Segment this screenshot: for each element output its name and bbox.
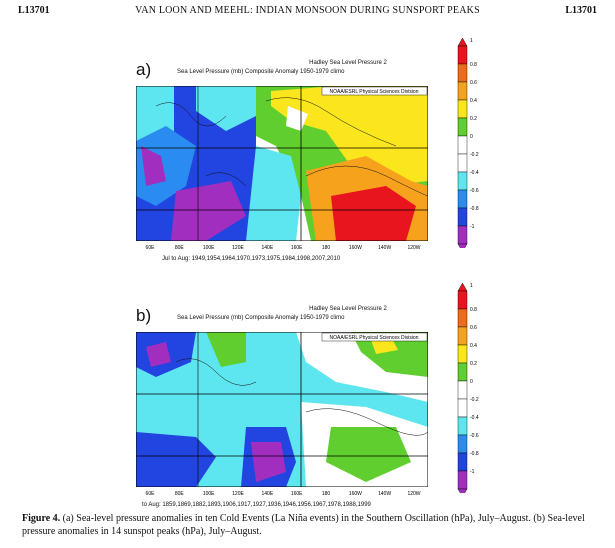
colorbar-label: 0.6 [470, 325, 477, 331]
years-caption: to Aug: 1859,1869,1882,1893,1906,1917,19… [142, 502, 371, 508]
lon-tick-label: 140W [378, 491, 391, 497]
colorbar-segment [457, 290, 468, 310]
lon-tick-label: 180 [322, 491, 331, 497]
colorbar-segment [457, 135, 468, 155]
colorbar-a: 1 0.8 0.6 0.4 0.2 0 -0.2 -0.4 -0.6 -0.8 -1 [457, 38, 479, 248]
colorbar-label: -1 [470, 224, 475, 230]
page-id-right: L13701 [565, 5, 597, 16]
colorbar-label: -0.8 [470, 206, 479, 212]
colorbar-segment [457, 81, 468, 101]
colorbar-label: 0.8 [470, 307, 477, 313]
lon-tick-label: 140E [261, 245, 273, 251]
figure-caption: Figure 4. (a) Sea-level pressure anomali… [22, 512, 597, 538]
map-credit: NOAA/ESRL Physical Sciences Division [329, 89, 418, 95]
colorbar-segment [457, 326, 468, 346]
lon-tick-label: 80E [175, 491, 185, 497]
colorbar-b: 1 0.8 0.6 0.4 0.2 0 -0.2 -0.4 -0.6 -0.8 -1 [457, 283, 479, 493]
colorbar-segment [457, 380, 468, 400]
colorbar-segment [457, 308, 468, 328]
figure-caption-text: (a) Sea-level pressure anomalies in ten … [22, 513, 585, 537]
colorbar-label: 0.6 [470, 80, 477, 86]
colorbar-segment [457, 189, 468, 209]
lon-tick-label: 100E [203, 245, 215, 251]
running-header: VAN LOON AND MEEHL: INDIAN MONSOON DURIN… [135, 5, 480, 16]
colorbar-segment [457, 225, 468, 245]
colorbar-label: -0.2 [470, 152, 479, 158]
panel-title: Hadley Sea Level Pressure 2 [309, 60, 387, 66]
colorbar-label: -1 [470, 469, 475, 475]
figure-label: Figure 4. [22, 513, 61, 524]
colorbar-segment [457, 171, 468, 191]
colorbar-label: 1 [470, 38, 473, 44]
colorbar-label: 1 [470, 283, 473, 289]
colorbar-segment [457, 45, 468, 65]
colorbar-segment [457, 434, 468, 454]
colorbar-label: 0 [470, 379, 473, 385]
colorbar-segment [457, 416, 468, 436]
colorbar-segment [457, 63, 468, 83]
years-caption: Jul to Aug: 1949,1954,1964,1970,1973,197… [162, 256, 341, 262]
lon-tick-label: 160E [291, 491, 303, 497]
panel-b: b) Hadley Sea Level Pressure 2 Sea Level… [132, 280, 612, 508]
colorbar-segment [457, 99, 468, 119]
colorbar-segment [457, 452, 468, 472]
colorbar-label: -0.8 [470, 451, 479, 457]
colorbar-label: -0.2 [470, 397, 479, 403]
sea-level-pressure-map: NOAA/ESRL Physical Sciences Division [136, 332, 428, 487]
colorbar-label: -0.6 [470, 188, 479, 194]
lon-tick-label: 120W [407, 245, 420, 251]
lon-tick-label: 100E [203, 491, 215, 497]
panel-subtitle: Sea Level Pressure (mb) Composite Anomal… [177, 69, 345, 75]
colorbar-arrow-bottom [457, 243, 468, 248]
colorbar-label: 0.8 [470, 62, 477, 68]
colorbar-label: -0.4 [470, 170, 479, 176]
lon-axis: 60E 80E 100E 120E 140E 160E 180 160W 140W 120W [146, 491, 421, 497]
colorbar-label: -0.4 [470, 415, 479, 421]
lon-tick-label: 120E [232, 491, 244, 497]
page-id-left: L13701 [18, 5, 50, 16]
colorbar-label: 0 [470, 134, 473, 140]
colorbar-label: 0.4 [470, 343, 477, 349]
colorbar-arrow-top [457, 283, 468, 292]
panel-label: a) [136, 60, 152, 79]
colorbar-segment [457, 362, 468, 382]
map-credit: NOAA/ESRL Physical Sciences Division [329, 335, 418, 341]
panel-label: b) [136, 306, 152, 325]
panel-a: a) Hadley Sea Level Pressure 2 Sea Level… [132, 34, 612, 262]
lon-tick-label: 160W [349, 491, 362, 497]
colorbar-arrow-top [457, 38, 468, 47]
colorbar-segment [457, 470, 468, 490]
colorbar-segment [457, 207, 468, 227]
lon-tick-label: 120W [407, 491, 420, 497]
lon-tick-label: 60E [146, 491, 156, 497]
lon-tick-label: 180 [322, 245, 331, 251]
sea-level-pressure-map: NOAA/ESRL Physical Sciences Division [136, 86, 428, 241]
panel-subtitle: Sea Level Pressure (mb) Composite Anomal… [177, 315, 345, 321]
lon-tick-label: 80E [175, 245, 185, 251]
colorbar-arrow-bottom [457, 488, 468, 493]
lon-tick-label: 140W [378, 245, 391, 251]
lon-axis: 60E 80E 100E 120E 140E 160E 180 160W 140W 120W [146, 245, 421, 251]
lon-tick-label: 140E [261, 491, 273, 497]
colorbar-segment [457, 117, 468, 137]
colorbar-label: 0.4 [470, 98, 477, 104]
colorbar-label: -0.6 [470, 433, 479, 439]
colorbar-segment [457, 153, 468, 173]
lon-tick-label: 160W [349, 245, 362, 251]
lon-tick-label: 60E [146, 245, 156, 251]
colorbar-label: 0.2 [470, 116, 477, 122]
lon-tick-label: 120E [232, 245, 244, 251]
panel-title: Hadley Sea Level Pressure 2 [309, 306, 387, 312]
colorbar-label: 0.2 [470, 361, 477, 367]
colorbar-segment [457, 398, 468, 418]
lon-tick-label: 160E [291, 245, 303, 251]
colorbar-segment [457, 344, 468, 364]
